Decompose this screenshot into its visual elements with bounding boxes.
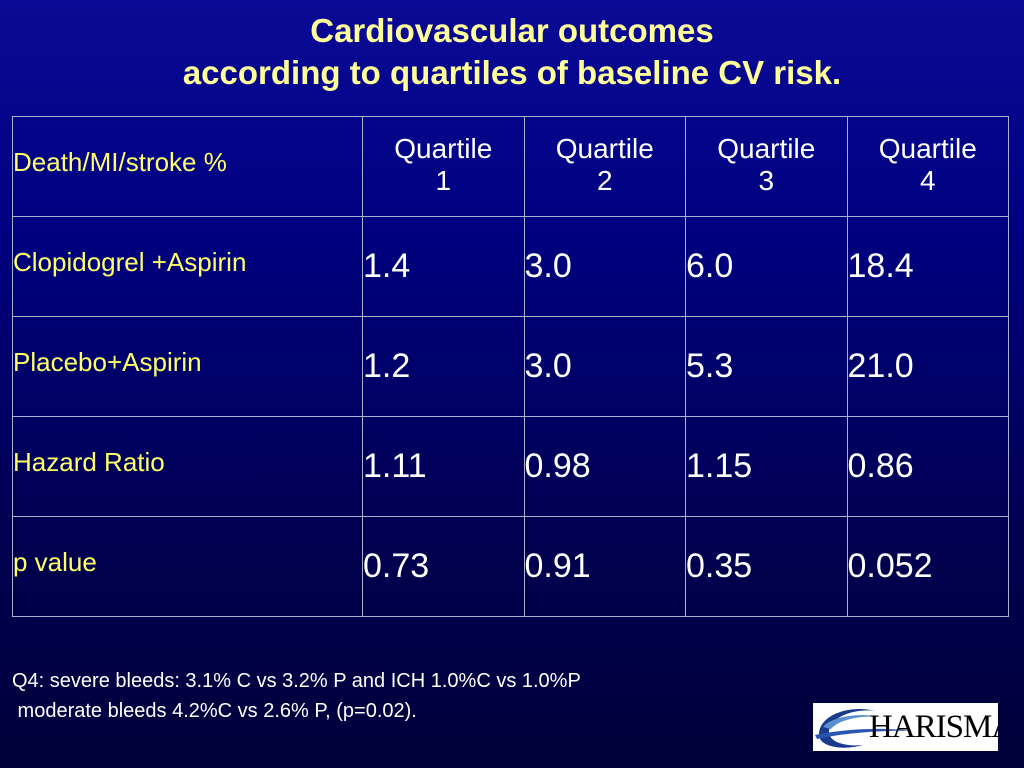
outcomes-table: Death/MI/stroke % Quartile 1 Quartile 2 Qu… [12, 116, 1009, 617]
row-label-hazard-ratio: Hazard Ratio [12, 416, 363, 517]
table-cell: 0.35 [685, 516, 848, 617]
table-cell: 1.15 [685, 416, 848, 517]
table-row: Hazard Ratio 1.11 0.98 1.15 0.86 [12, 416, 1009, 517]
logo-text: HARISMA [869, 709, 998, 745]
table-header-label: Death/MI/stroke % [12, 116, 363, 217]
table-cell: 6.0 [685, 216, 848, 317]
row-label-p-value: p value [12, 516, 363, 617]
table-cell: 1.4 [362, 216, 525, 317]
quartile-4-header: Quartile 4 [846, 116, 1009, 217]
table-cell: 3.0 [523, 316, 686, 417]
table-cell: 0.052 [846, 516, 1009, 617]
charisma-swoosh-logo-icon [815, 709, 913, 748]
table-cell: 0.98 [523, 416, 686, 517]
table-cell: 0.86 [846, 416, 1009, 517]
table-cell: 0.91 [523, 516, 686, 617]
footnote-line-1: Q4: severe bleeds: 3.1% C vs 3.2% P and … [12, 670, 581, 692]
table-row: p value 0.73 0.91 0.35 0.052 [12, 516, 1009, 617]
charisma-logo: HARISMA [813, 703, 998, 751]
quartile-2-header: Quartile 2 [523, 116, 686, 217]
table-cell: 18.4 [846, 216, 1009, 317]
quartile-1-header: Quartile 1 [362, 116, 525, 217]
slide-title: Cardiovascular outcomes according to qua… [0, 10, 1024, 94]
row-label-placebo: Placebo+Aspirin [12, 316, 363, 417]
table-header-row: Death/MI/stroke % Quartile 1 Quartile 2 Qu… [12, 116, 1009, 217]
table-cell: 1.11 [362, 416, 525, 517]
table-cell: 3.0 [523, 216, 686, 317]
table-cell: 5.3 [685, 316, 848, 417]
footnote: Q4: severe bleeds: 3.1% C vs 3.2% P and … [12, 666, 581, 726]
table-cell: 21.0 [846, 316, 1009, 417]
table-row: Clopidogrel +Aspirin 1.4 3.0 6.0 18.4 [12, 216, 1009, 317]
table-cell: 1.2 [362, 316, 525, 417]
table-cell: 0.73 [362, 516, 525, 617]
table-row: Placebo+Aspirin 1.2 3.0 5.3 21.0 [12, 316, 1009, 417]
footnote-line-2: moderate bleeds 4.2%C vs 2.6% P, (p=0.02… [12, 700, 417, 722]
slide-title-line-1: Cardiovascular outcomes [310, 12, 714, 49]
slide-title-line-2: according to quartiles of baseline CV ri… [182, 54, 842, 91]
row-label-clopidogrel: Clopidogrel +Aspirin [12, 216, 363, 317]
quartile-3-header: Quartile 3 [685, 116, 848, 217]
